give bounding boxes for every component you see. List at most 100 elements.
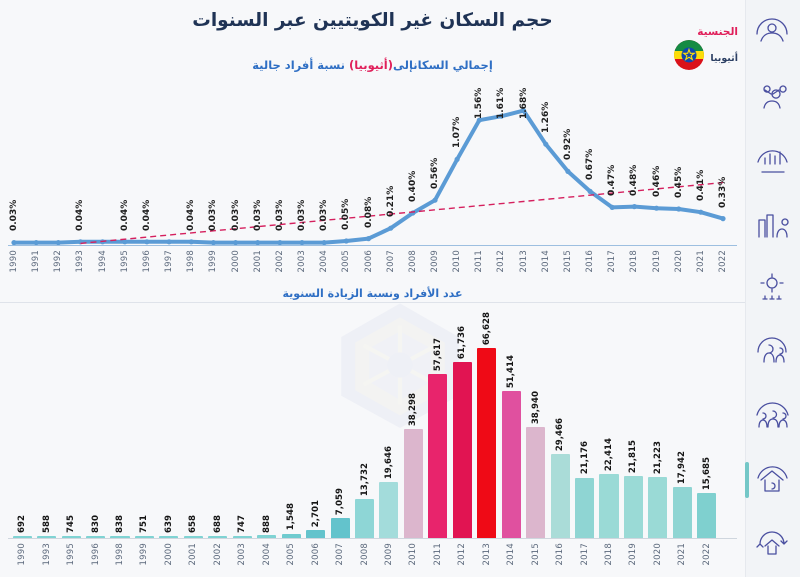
line-year-label: 2014 — [540, 250, 551, 273]
bar-year-label: 1993 — [41, 543, 52, 566]
bar-value-label: 639 — [163, 515, 174, 533]
bar[interactable] — [134, 535, 154, 538]
gear-people-icon[interactable] — [753, 270, 791, 308]
crowd-icon[interactable] — [753, 397, 791, 435]
bar[interactable] — [403, 428, 423, 538]
bar-year-label: 2021 — [677, 543, 688, 566]
line-year-label: 1991 — [31, 250, 42, 273]
bar-year-label: 2011 — [432, 543, 443, 566]
housing-cycle-icon[interactable] — [753, 525, 791, 563]
line-data-point — [188, 239, 194, 245]
line-data-point — [55, 240, 61, 246]
line-data-point — [365, 236, 372, 242]
bar[interactable] — [12, 536, 32, 538]
bar-year-label: 1998 — [115, 543, 126, 566]
bar[interactable] — [477, 348, 497, 538]
bar[interactable] — [37, 536, 57, 538]
line-data-point — [698, 209, 704, 215]
line-value-label: 0.41% — [695, 170, 706, 202]
bar[interactable] — [452, 361, 472, 538]
bar-value-label: 57,617 — [432, 337, 443, 371]
bar[interactable] — [648, 477, 668, 538]
bar[interactable] — [159, 536, 179, 538]
line-data-point — [720, 216, 726, 222]
icon-rail — [745, 0, 800, 577]
bar-year-label: 2007 — [335, 543, 346, 566]
line-data-point — [565, 168, 571, 174]
bar[interactable] — [354, 498, 375, 538]
bar[interactable] — [697, 493, 717, 538]
family-cycle-icon[interactable] — [753, 333, 791, 371]
bar[interactable] — [379, 481, 399, 538]
line-year-label: 1995 — [119, 250, 130, 273]
line-data-point — [653, 205, 660, 211]
bar[interactable] — [623, 475, 643, 538]
bar[interactable] — [110, 535, 130, 538]
line-year-label: 2007 — [385, 250, 396, 273]
line-year-label: 2005 — [341, 250, 352, 273]
bar[interactable] — [281, 533, 301, 538]
bar[interactable] — [306, 530, 326, 538]
rail-active-marker — [745, 462, 749, 499]
line-chart-panel: 0.03% 0.04% 0.04% 0.04% 0.04% 0.03% 0.03% 0.03%… — [0, 86, 745, 291]
bar[interactable] — [550, 453, 570, 538]
bar-value-label: 2,701 — [310, 500, 321, 528]
subtitle-suffix: نسبة أفراد جالية — [252, 58, 345, 72]
line-year-label: 2013 — [518, 250, 529, 273]
line-data-point — [33, 240, 39, 246]
bar[interactable] — [672, 486, 692, 538]
bar-year-label: 2000 — [163, 543, 174, 566]
line-year-label: 2004 — [319, 250, 330, 273]
bar-value-label: 21,223 — [652, 441, 663, 475]
bar-year-label: 2008 — [359, 543, 370, 566]
bar-year-label: 2009 — [383, 543, 394, 566]
bar[interactable] — [183, 536, 203, 538]
bar-year-label: 2020 — [652, 543, 663, 566]
line-year-label: 2021 — [695, 250, 706, 273]
bar-year-label: 2013 — [481, 543, 492, 566]
line-value-label: 0.03% — [230, 200, 241, 232]
line-value-label: 0.47% — [607, 165, 618, 197]
bar-year-label: 2001 — [188, 543, 199, 566]
bar[interactable] — [232, 535, 252, 538]
bar-value-label: 22,414 — [603, 437, 614, 472]
bar-value-label: 588 — [41, 515, 52, 533]
bar-value-label: 745 — [66, 514, 77, 533]
bar[interactable] — [574, 477, 595, 538]
bar-value-label: 38,940 — [530, 390, 541, 424]
ethiopia-flag-roundel-icon — [674, 40, 704, 70]
bar-value-label: 888 — [261, 514, 272, 533]
bar[interactable] — [208, 536, 228, 538]
household-icon[interactable] — [753, 461, 791, 499]
bar-year-label: 2018 — [603, 543, 614, 566]
population-group-icon[interactable] — [753, 14, 791, 52]
line-data-point — [676, 206, 682, 212]
bar-value-label: 747 — [237, 514, 248, 533]
line-data-point — [210, 240, 216, 246]
bar[interactable] — [428, 373, 448, 538]
line-value-label: 0.04% — [186, 199, 197, 232]
line-year-label: 2000 — [230, 250, 241, 273]
line-data-point — [255, 240, 261, 246]
bar[interactable] — [599, 474, 619, 538]
statistics-people-icon[interactable] — [753, 142, 791, 180]
bar[interactable] — [501, 391, 521, 538]
line-year-label: 2006 — [363, 250, 374, 273]
bar[interactable] — [257, 535, 277, 538]
line-year-label: 2020 — [673, 250, 684, 273]
line-year-label: 2017 — [607, 250, 618, 273]
bar[interactable] — [526, 426, 546, 538]
bar-value-label: 21,176 — [579, 441, 590, 475]
line-data-point — [321, 240, 327, 246]
line-year-label: 1990 — [9, 250, 19, 273]
city-population-icon[interactable] — [753, 206, 791, 244]
bar[interactable] — [86, 535, 106, 538]
bar[interactable] — [61, 535, 81, 538]
network-people-icon[interactable] — [753, 78, 791, 116]
line-year-label: 1999 — [208, 250, 219, 273]
bar-chart-axis — [8, 538, 737, 539]
bar[interactable] — [330, 517, 350, 538]
bar-value-label: 38,298 — [408, 392, 419, 426]
bar-value-label: 1,548 — [286, 503, 297, 531]
bar-value-label: 21,815 — [628, 439, 639, 473]
